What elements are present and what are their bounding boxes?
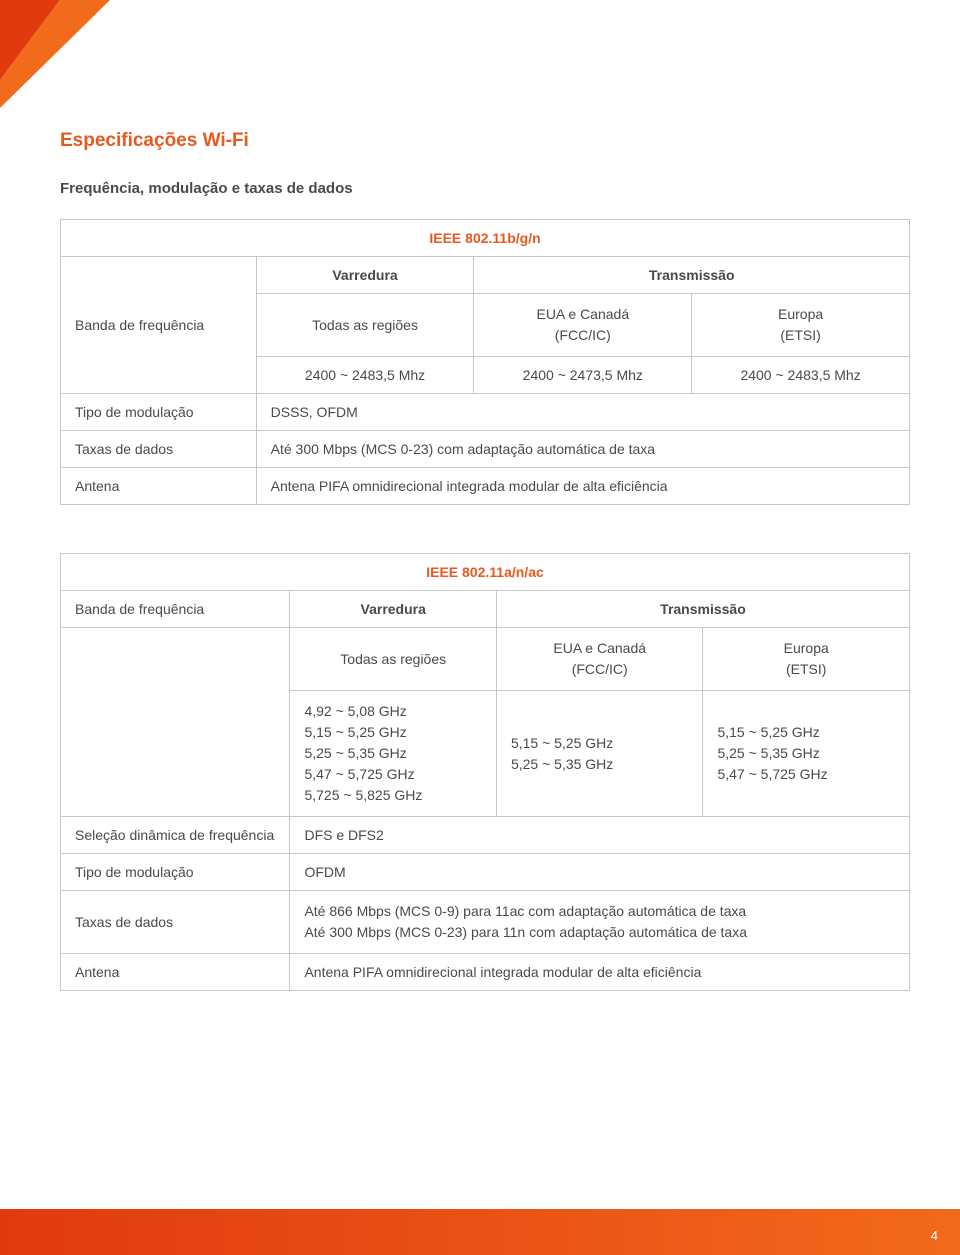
antena-val: Antena PIFA omnidirecional integrada mod… <box>256 468 909 505</box>
page-number: 4 <box>931 1228 938 1243</box>
antena-val: Antena PIFA omnidirecional integrada mod… <box>290 954 910 991</box>
freq-todas: 2400 ~ 2483,5 Mhz <box>256 357 474 394</box>
col-varredura: Varredura <box>256 257 474 294</box>
antena-label: Antena <box>61 468 257 505</box>
col-todas: Todas as regiões <box>256 294 474 357</box>
section-title: Especificações Wi-Fi <box>60 130 910 152</box>
col-transmissao: Transmissão <box>474 257 910 294</box>
spec-table-80211bgn: IEEE 802.11b/g/n Banda de frequência Var… <box>60 219 910 505</box>
taxas-label: Taxas de dados <box>61 891 290 954</box>
blank-cell <box>61 628 290 817</box>
taxas-label: Taxas de dados <box>61 431 257 468</box>
dfs-label: Seleção dinâmica de frequência <box>61 817 290 854</box>
col-eua: EUA e Canadá(FCC/IC) <box>474 294 692 357</box>
taxas-val: Até 866 Mbps (MCS 0-9) para 11ac com ada… <box>290 891 910 954</box>
tipo-mod-val: DSSS, OFDM <box>256 394 909 431</box>
tipo-mod-label: Tipo de modulação <box>61 394 257 431</box>
table2-title: IEEE 802.11a/n/ac <box>61 554 910 591</box>
freq-eua: 2400 ~ 2473,5 Mhz <box>474 357 692 394</box>
band-label: Banda de frequência <box>61 591 290 628</box>
dfs-val: DFS e DFS2 <box>290 817 910 854</box>
corner-accent-icon <box>0 0 110 110</box>
freq-todas: 4,92 ~ 5,08 GHz5,15 ~ 5,25 GHz5,25 ~ 5,3… <box>290 691 497 817</box>
table1-title: IEEE 802.11b/g/n <box>61 220 910 257</box>
col-eua: EUA e Canadá(FCC/IC) <box>496 628 703 691</box>
tipo-mod-label: Tipo de modulação <box>61 854 290 891</box>
col-europa: Europa(ETSI) <box>692 294 910 357</box>
footer-bar <box>0 1209 960 1255</box>
spec-table-80211anac: IEEE 802.11a/n/ac Banda de frequência Va… <box>60 553 910 991</box>
tipo-mod-val: OFDM <box>290 854 910 891</box>
freq-eur: 2400 ~ 2483,5 Mhz <box>692 357 910 394</box>
freq-eua: 5,15 ~ 5,25 GHz5,25 ~ 5,35 GHz <box>496 691 703 817</box>
col-europa: Europa(ETSI) <box>703 628 910 691</box>
col-varredura: Varredura <box>290 591 497 628</box>
col-transmissao: Transmissão <box>496 591 909 628</box>
band-label: Banda de frequência <box>61 257 257 394</box>
subsection-title: Frequência, modulação e taxas de dados <box>60 180 910 197</box>
antena-label: Antena <box>61 954 290 991</box>
freq-eur: 5,15 ~ 5,25 GHz5,25 ~ 5,35 GHz5,47 ~ 5,7… <box>703 691 910 817</box>
col-todas: Todas as regiões <box>290 628 497 691</box>
taxas-val: Até 300 Mbps (MCS 0-23) com adaptação au… <box>256 431 909 468</box>
